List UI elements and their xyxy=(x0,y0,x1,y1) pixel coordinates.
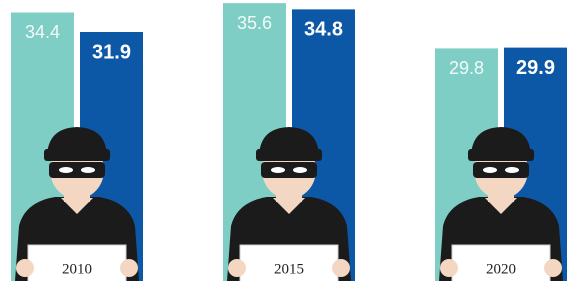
data-label: 29.8 xyxy=(449,58,484,78)
eye xyxy=(483,167,497,173)
eye xyxy=(293,167,307,173)
eye xyxy=(81,167,95,173)
hand xyxy=(332,259,350,277)
hand xyxy=(16,259,34,277)
beanie-band xyxy=(256,149,322,161)
beanie-band xyxy=(44,149,110,161)
data-label: 34.8 xyxy=(304,19,343,41)
data-label: 35.6 xyxy=(237,13,272,33)
data-label: 29.9 xyxy=(516,57,555,79)
x-tick-label: 2015 xyxy=(274,261,304,277)
data-label: 31.9 xyxy=(92,41,131,63)
beanie-band xyxy=(468,149,534,161)
chart: 34.4 31.9 2010 35.6 34.8 2015 29.8 29.9 2020 xyxy=(0,0,573,281)
data-label: 34.4 xyxy=(25,22,60,42)
mask xyxy=(473,162,529,178)
page: 34.431.9201035.634.8201529.829.92020 (()… xyxy=(0,0,573,281)
hand xyxy=(228,259,246,277)
hand xyxy=(544,259,562,277)
hand xyxy=(120,259,138,277)
eye xyxy=(59,167,73,173)
x-tick-label: 2020 xyxy=(486,261,516,277)
mask xyxy=(49,162,105,178)
hand xyxy=(440,259,458,277)
eye xyxy=(505,167,519,173)
x-tick-label: 2010 xyxy=(62,261,92,277)
mask xyxy=(261,162,317,178)
eye xyxy=(271,167,285,173)
